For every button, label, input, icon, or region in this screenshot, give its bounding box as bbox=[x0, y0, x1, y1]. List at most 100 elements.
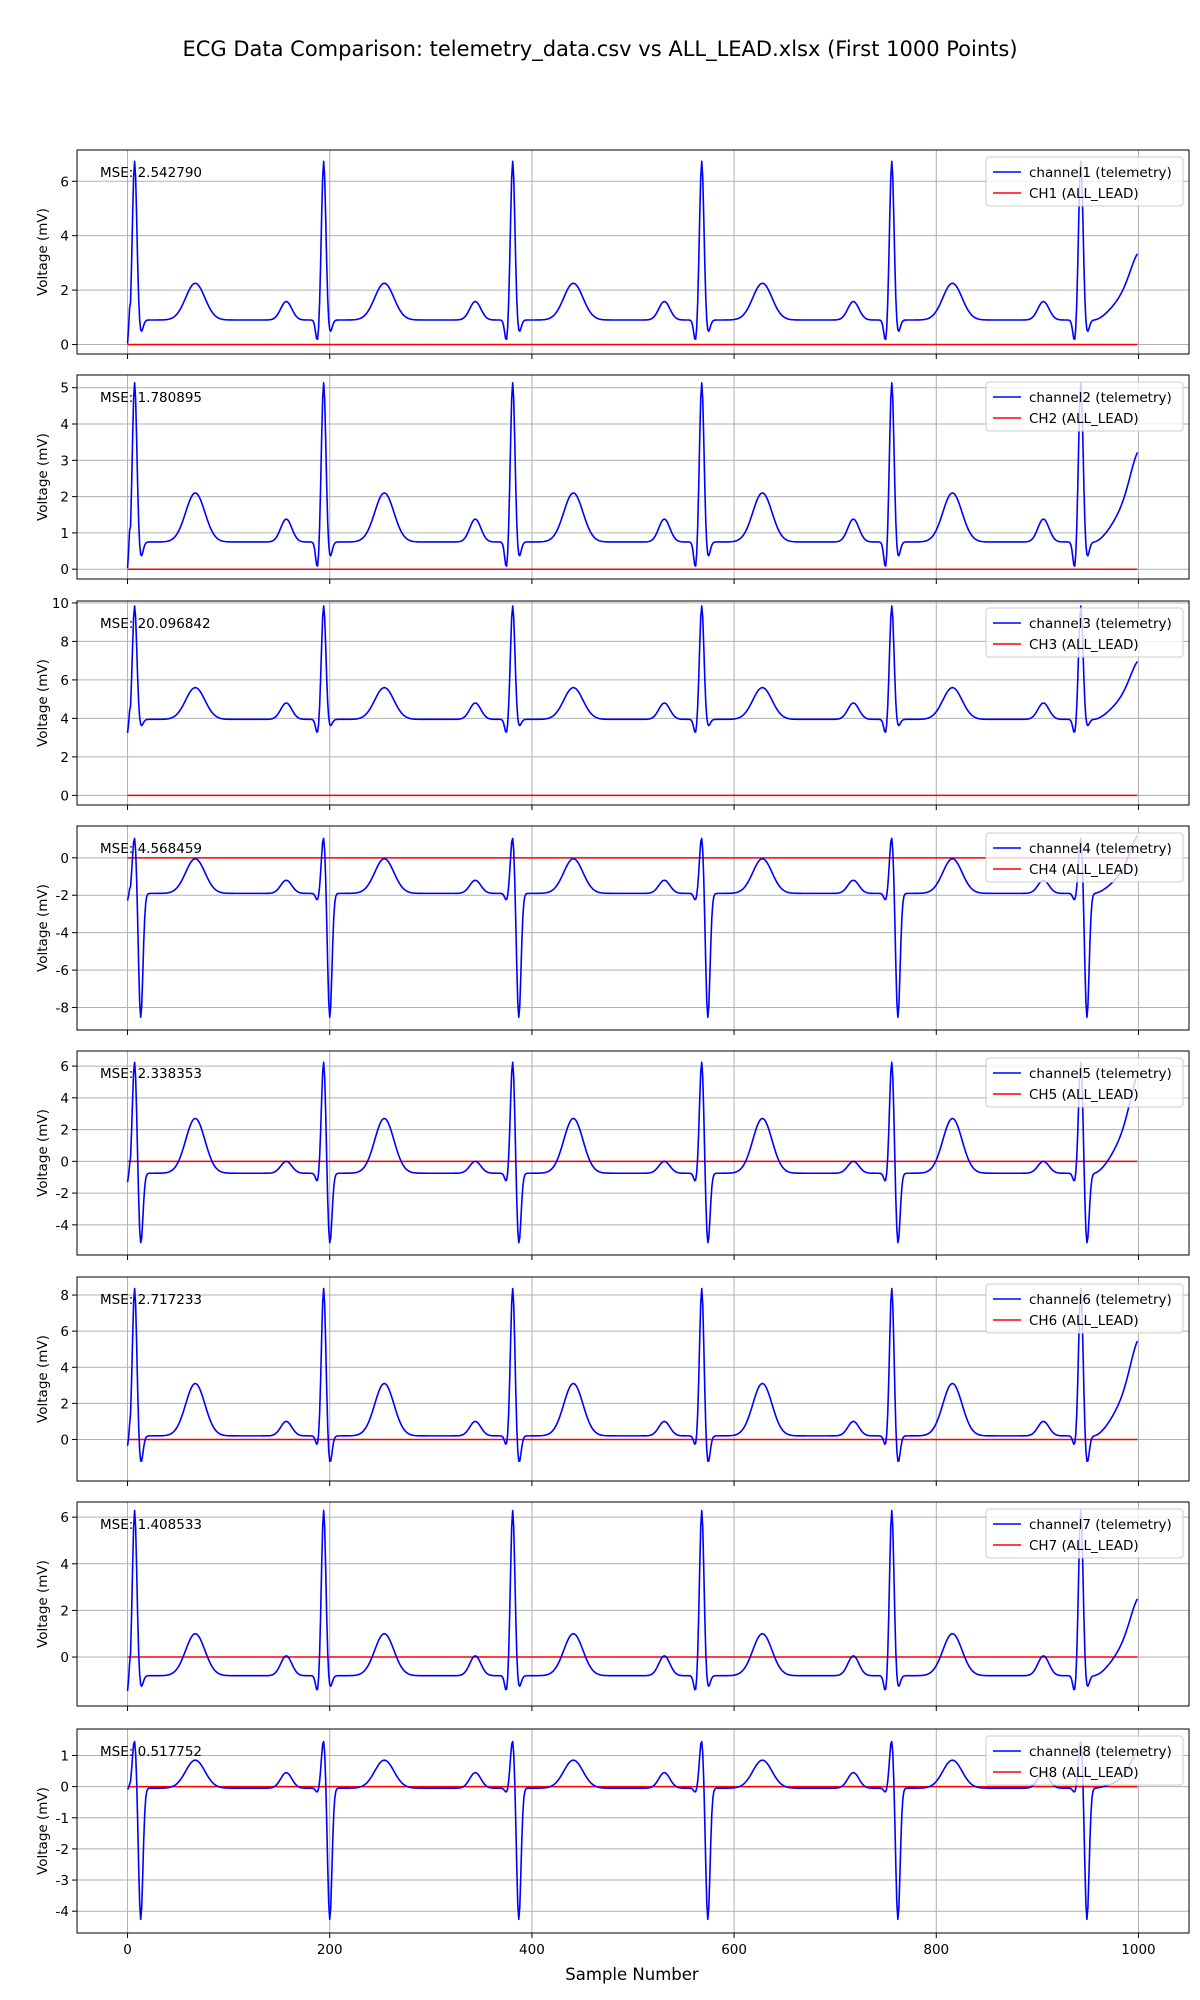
mse-annotation: MSE: 1.408533 bbox=[100, 1517, 202, 1533]
y-tick-label: 6 bbox=[60, 673, 69, 689]
y-tick-label: 1 bbox=[60, 526, 69, 542]
y-tick-label: 0 bbox=[60, 788, 69, 804]
telemetry-series-line bbox=[126, 1287, 1139, 1462]
mse-annotation: MSE: 2.717233 bbox=[100, 1292, 202, 1308]
y-tick-label: 0 bbox=[60, 1432, 69, 1448]
y-tick-label: -4 bbox=[56, 926, 69, 942]
legend: channel1 (telemetry) CH1 (ALL_LEAD) bbox=[985, 156, 1184, 207]
x-tick-label: 200 bbox=[317, 1942, 343, 1958]
legend-box bbox=[985, 1283, 1184, 1334]
axes-frame bbox=[76, 1501, 1190, 1707]
y-tick-label: 1 bbox=[60, 1748, 69, 1764]
axes-frame bbox=[76, 149, 1190, 355]
x-tick-label: 600 bbox=[721, 1942, 747, 1958]
axes-frame bbox=[76, 1050, 1190, 1256]
subplot-7: 0 2 4 6 Voltage (mV) MSE: 1.408533 channel7 (t… bbox=[35, 1501, 1190, 1711]
y-tick-label: 4 bbox=[60, 417, 69, 433]
legend-all-lead-label: CH8 (ALL_LEAD) bbox=[1029, 1765, 1139, 1781]
legend-all-lead-label: CH3 (ALL_LEAD) bbox=[1029, 637, 1139, 653]
subplot-6: 0 2 4 6 8 Voltage (mV) MSE: 2.717233 channel6 (… bbox=[35, 1276, 1190, 1486]
legend-box bbox=[985, 1057, 1184, 1108]
y-axis-label: Voltage (mV) bbox=[35, 1109, 51, 1197]
y-tick-label: 10 bbox=[52, 596, 69, 612]
y-tick-label: 0 bbox=[60, 562, 69, 578]
legend: channel3 (telemetry) CH3 (ALL_LEAD) bbox=[985, 607, 1184, 658]
y-tick-label: 2 bbox=[60, 1396, 69, 1412]
y-tick-label: 2 bbox=[60, 750, 69, 766]
legend-telemetry-label: channel5 (telemetry) bbox=[1029, 1066, 1172, 1082]
telemetry-series-line bbox=[126, 160, 1139, 344]
y-tick-label: 0 bbox=[60, 851, 69, 867]
mse-annotation: MSE: 0.517752 bbox=[100, 1744, 202, 1760]
axes-frame bbox=[76, 1728, 1190, 1934]
legend-telemetry-label: channel2 (telemetry) bbox=[1029, 390, 1172, 406]
legend-all-lead-label: CH6 (ALL_LEAD) bbox=[1029, 1313, 1139, 1329]
legend-all-lead-label: CH5 (ALL_LEAD) bbox=[1029, 1087, 1139, 1103]
legend-box bbox=[985, 1735, 1184, 1786]
y-tick-label: 4 bbox=[60, 1360, 69, 1376]
y-axis-label: Voltage (mV) bbox=[35, 1335, 51, 1423]
telemetry-series-line bbox=[126, 835, 1139, 1019]
legend: channel7 (telemetry) CH7 (ALL_LEAD) bbox=[985, 1508, 1184, 1559]
y-tick-label: 4 bbox=[60, 1091, 69, 1107]
subplot-3: 0 2 4 6 8 10 Voltage (mV) MSE: 20.096842 channel… bbox=[35, 596, 1190, 810]
telemetry-series-line bbox=[126, 1509, 1139, 1692]
y-tick-label: 8 bbox=[60, 634, 69, 650]
mse-annotation: MSE: 1.780895 bbox=[100, 390, 202, 406]
subplot-4: -8 -6 -4 -2 0 Voltage (mV) MSE: 4.568459 channe… bbox=[35, 825, 1190, 1035]
y-tick-label: 8 bbox=[60, 1288, 69, 1304]
x-axis-label: Sample Number bbox=[565, 1965, 699, 1984]
y-tick-label: 6 bbox=[60, 1324, 69, 1340]
y-tick-label: -1 bbox=[56, 1811, 69, 1827]
y-tick-label: 0 bbox=[60, 1154, 69, 1170]
subplot-8: -4 -3 -2 -1 0 1 0 200 400 600 800 1000 Voltage (mV) M… bbox=[35, 1728, 1190, 1958]
subplot-2: 0 1 2 3 4 5 Voltage (mV) MSE: 1.780895 channel2 … bbox=[35, 374, 1190, 584]
y-axis-label: Voltage (mV) bbox=[35, 659, 51, 747]
chart-title: ECG Data Comparison: telemetry_data.csv … bbox=[182, 37, 1017, 62]
legend-all-lead-label: CH4 (ALL_LEAD) bbox=[1029, 862, 1139, 878]
panels-group: 0 2 4 6 Voltage (mV) MSE: 2.542790 channel1 (t… bbox=[35, 149, 1190, 1958]
legend-box bbox=[985, 832, 1184, 883]
mse-annotation: MSE: 2.542790 bbox=[100, 165, 202, 181]
axes-frame bbox=[76, 374, 1190, 580]
y-tick-label: -6 bbox=[56, 963, 69, 979]
x-tick-label: 0 bbox=[123, 1942, 132, 1958]
mse-annotation: MSE: 20.096842 bbox=[100, 616, 211, 632]
y-tick-label: 0 bbox=[60, 1780, 69, 1796]
legend: channel5 (telemetry) CH5 (ALL_LEAD) bbox=[985, 1057, 1184, 1108]
y-tick-label: 6 bbox=[60, 1510, 69, 1526]
y-tick-label: -4 bbox=[56, 1218, 69, 1234]
y-axis-label: Voltage (mV) bbox=[35, 1560, 51, 1648]
y-tick-label: 2 bbox=[60, 490, 69, 506]
y-tick-label: 4 bbox=[60, 1557, 69, 1573]
telemetry-series-line bbox=[126, 381, 1139, 569]
legend: channel8 (telemetry) CH8 (ALL_LEAD) bbox=[985, 1735, 1184, 1786]
telemetry-series-line bbox=[126, 1061, 1139, 1244]
legend-all-lead-label: CH7 (ALL_LEAD) bbox=[1029, 1538, 1139, 1554]
legend-box bbox=[985, 1508, 1184, 1559]
y-axis-label: Voltage (mV) bbox=[35, 1787, 51, 1875]
y-tick-label: 0 bbox=[60, 337, 69, 353]
y-tick-label: 6 bbox=[60, 1059, 69, 1075]
legend-telemetry-label: channel6 (telemetry) bbox=[1029, 1292, 1172, 1308]
legend-box bbox=[985, 381, 1184, 432]
legend-all-lead-label: CH2 (ALL_LEAD) bbox=[1029, 411, 1139, 427]
y-tick-label: 0 bbox=[60, 1650, 69, 1666]
y-tick-label: -2 bbox=[56, 1842, 69, 1858]
y-tick-label: -4 bbox=[56, 1904, 69, 1920]
legend-box bbox=[985, 607, 1184, 658]
y-tick-label: -2 bbox=[56, 1186, 69, 1202]
y-axis-label: Voltage (mV) bbox=[35, 208, 51, 296]
y-tick-label: 4 bbox=[60, 711, 69, 727]
telemetry-series-line bbox=[126, 605, 1139, 734]
legend-telemetry-label: channel3 (telemetry) bbox=[1029, 616, 1172, 632]
axes-frame bbox=[76, 825, 1190, 1031]
legend: channel6 (telemetry) CH6 (ALL_LEAD) bbox=[985, 1283, 1184, 1334]
y-tick-label: 3 bbox=[60, 453, 69, 469]
y-tick-label: 4 bbox=[60, 229, 69, 245]
y-tick-label: -3 bbox=[56, 1873, 69, 1889]
legend-telemetry-label: channel4 (telemetry) bbox=[1029, 841, 1172, 857]
axes-frame bbox=[76, 1276, 1190, 1482]
x-tick-label: 400 bbox=[519, 1942, 545, 1958]
